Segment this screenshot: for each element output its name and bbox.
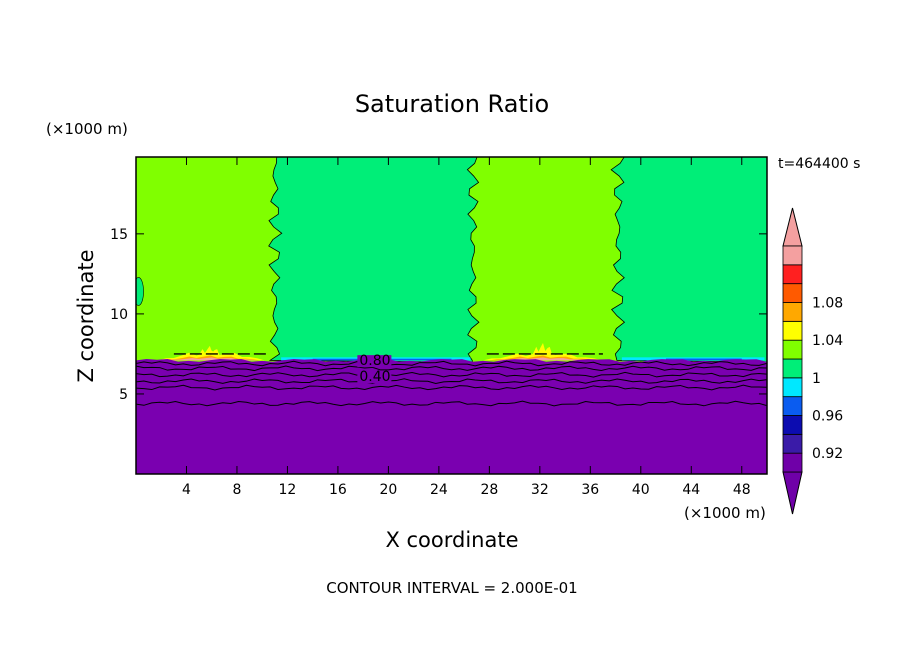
colorbar-swatch (782, 377, 803, 398)
colorbar-swatch (782, 302, 803, 322)
colorbar-swatch (782, 433, 803, 454)
contour-field (136, 157, 767, 474)
region-green-sea-blob (136, 277, 144, 306)
moist-patch-yellow (527, 343, 559, 361)
colorbar-label: 0.92 (812, 446, 843, 462)
contour-labels: 0.800.40 (357, 353, 392, 385)
x-tick-label: 28 (480, 482, 498, 498)
contour-label-bg (357, 371, 392, 384)
contour-lines (136, 353, 767, 407)
colorbar-swatch (782, 396, 803, 416)
colorbar-swatch (782, 358, 803, 379)
x-unit-label: (×1000 m) (684, 504, 766, 522)
moist-patch-yellow (192, 345, 227, 361)
x-tick-label: 48 (733, 482, 751, 498)
region-green-sea (268, 157, 480, 363)
contour-label: 0.40 (359, 369, 390, 385)
y-unit-label: (×1000 m) (46, 120, 128, 138)
y-axis-title: Z coordinate (74, 249, 98, 382)
colorbar-swatch (782, 452, 803, 473)
colorbar-label: 1 (812, 371, 821, 387)
colorbar-over-arrow (782, 207, 803, 247)
colorbar-swatch (782, 339, 803, 360)
colorbar-label: 1.04 (812, 333, 843, 349)
x-tick-label: 16 (329, 482, 347, 498)
plot-frame (135, 156, 768, 475)
colorbar-swatch (782, 245, 803, 266)
contour-line (136, 371, 767, 378)
strip-blue (666, 358, 742, 361)
x-tick-label: 12 (279, 482, 297, 498)
x-tick-label: 44 (682, 482, 700, 498)
x-tick-label: 8 (232, 482, 241, 498)
x-axis: 4 8 12 16 20 24 28 32 36 40 44 48 (182, 157, 751, 498)
x-tick-label: 20 (379, 482, 397, 498)
contour-label-bg (357, 355, 392, 368)
y-tick-label: 10 (110, 307, 128, 323)
y-tick-label: 5 (119, 387, 128, 403)
colorbar-label: 1.08 (812, 296, 843, 312)
contour-line (136, 378, 767, 384)
x-tick-label: 4 (182, 482, 191, 498)
contour-line (136, 384, 767, 391)
contour-interval-footer: CONTOUR INTERVAL = 2.000E-01 (326, 579, 577, 597)
colorbar-under-arrow (782, 471, 803, 515)
colorbar-label: 0.96 (812, 409, 843, 425)
region-green-sea (610, 157, 767, 363)
colorbar-swatch (782, 283, 803, 303)
x-tick-label: 40 (632, 482, 650, 498)
time-label: t=464400 s (778, 156, 860, 172)
contour-line (136, 365, 767, 372)
contour-label: 0.80 (359, 353, 390, 369)
x-tick-label: 24 (430, 482, 448, 498)
x-tick-label: 32 (531, 482, 549, 498)
colorbar-swatch (782, 320, 803, 341)
colorbar-swatch (782, 415, 803, 435)
colorbar: 0.92 0.96 1 1.04 1.08 (782, 207, 843, 515)
chart-title: Saturation Ratio (355, 90, 549, 118)
x-tick-label: 36 (581, 482, 599, 498)
colorbar-swatch (782, 264, 803, 285)
contour-line (136, 360, 767, 367)
y-axis: 5 10 15 (110, 227, 767, 403)
contour-line (136, 400, 767, 407)
y-tick-label: 15 (110, 227, 128, 243)
x-axis-title: X coordinate (385, 528, 518, 552)
